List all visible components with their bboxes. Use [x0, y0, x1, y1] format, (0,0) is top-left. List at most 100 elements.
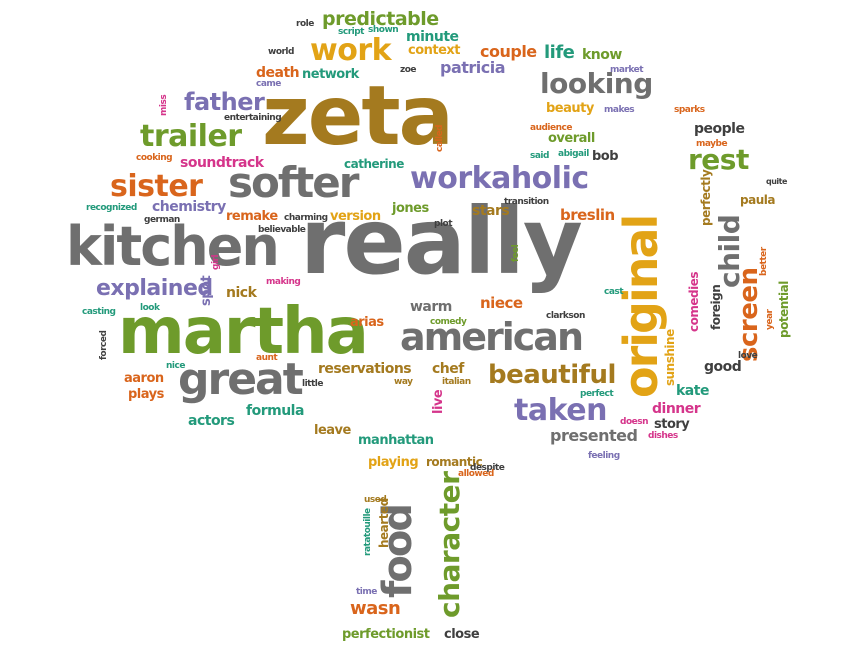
word-market: market — [610, 65, 644, 75]
word-making: making — [266, 277, 301, 287]
word-overall: overall — [548, 131, 595, 146]
word-zoe: zoe — [400, 65, 417, 75]
word-sparks: sparks — [674, 105, 705, 115]
word-patricia: patricia — [440, 58, 506, 77]
word-know: know — [582, 47, 622, 63]
word-german: german — [144, 215, 180, 225]
word-shown: shown — [368, 25, 399, 35]
word-live: live — [431, 389, 446, 414]
word-chef: chef — [432, 361, 464, 377]
word-time: time — [356, 587, 377, 597]
word-beauty: beauty — [546, 101, 594, 116]
word-wasn: wasn — [350, 598, 401, 619]
word-nice: nice — [166, 361, 185, 371]
word-paula: paula — [740, 193, 775, 207]
word-believable: believable — [258, 225, 306, 235]
word-couple: couple — [480, 42, 537, 61]
word-character: character — [433, 471, 466, 618]
word-network: network — [302, 67, 359, 82]
word-leave: leave — [314, 423, 351, 438]
word-despite: despite — [470, 463, 505, 473]
word-sister: sister — [110, 169, 203, 204]
word-foreign: foreign — [709, 284, 723, 330]
word-plot: plot — [434, 219, 453, 229]
word-life: life — [544, 42, 575, 63]
word-look: look — [140, 303, 160, 313]
word-niece: niece — [480, 294, 523, 312]
word-catherine: catherine — [344, 157, 404, 171]
word-original: original — [614, 215, 668, 398]
word-formula: formula — [246, 403, 304, 419]
word-charming: charming — [284, 213, 328, 223]
word-chemistry: chemistry — [152, 199, 226, 215]
word-way: way — [394, 377, 413, 387]
word-audience: audience — [530, 123, 572, 133]
word-aunt: aunt — [256, 353, 278, 363]
word-dinner: dinner — [652, 401, 701, 417]
word-reservations: reservations — [318, 361, 412, 377]
word-entertaining: entertaining — [224, 113, 282, 123]
word-forced: forced — [99, 330, 109, 360]
word-people: people — [694, 121, 745, 137]
word-called: called — [435, 124, 445, 152]
word-death: death — [256, 65, 300, 81]
word-feeling: feeling — [588, 451, 620, 461]
word-perfectly: perfectly — [699, 169, 713, 226]
word-makes: makes — [604, 105, 635, 115]
word-kate: kate — [676, 383, 709, 399]
word-version: version — [330, 209, 381, 224]
word-italian: italian — [442, 377, 471, 387]
word-feel: feel — [511, 244, 521, 262]
word-actors: actors — [188, 413, 235, 429]
word-american: american — [400, 315, 584, 359]
word-stars: stars — [472, 203, 510, 219]
word-came: came — [256, 79, 281, 89]
word-aaron: aaron — [124, 371, 164, 386]
word-recognized: recognized — [86, 203, 137, 213]
word-jones: jones — [392, 201, 429, 216]
word-world: world — [268, 47, 294, 57]
word-warm: warm — [410, 299, 452, 315]
word-good: good — [704, 359, 742, 375]
word-plays: plays — [128, 387, 164, 402]
word-year: year — [765, 309, 775, 330]
word-perfect: perfect — [580, 389, 614, 399]
word-explained: explained — [96, 276, 213, 301]
word-spot: spot — [199, 275, 214, 306]
word-romantic: romantic — [426, 455, 483, 469]
word-cooking: cooking — [136, 153, 173, 163]
word-maybe: maybe — [696, 139, 728, 149]
word-looking: looking — [540, 67, 653, 100]
word-potential: potential — [777, 281, 791, 338]
word-clarkson: clarkson — [546, 311, 585, 321]
word-remake: remake — [226, 209, 278, 224]
word-manhattan: manhattan — [358, 433, 434, 448]
word-story: story — [654, 417, 690, 432]
word-predictable: predictable — [322, 8, 439, 30]
word-arias: arias — [350, 315, 384, 330]
word-martha: martha — [118, 295, 369, 369]
word-miss: miss — [159, 94, 169, 116]
word-kitchen: kitchen — [66, 215, 280, 278]
word-presented: presented — [550, 426, 638, 445]
word-taken: taken — [514, 393, 607, 428]
word-comedy: comedy — [430, 317, 467, 327]
word-girl: girl — [211, 254, 221, 270]
word-soundtrack: soundtrack — [180, 155, 264, 171]
word-better: better — [759, 247, 769, 276]
word-rest: rest — [688, 143, 749, 176]
word-workaholic: workaholic — [410, 161, 589, 196]
word-quite: quite — [766, 177, 787, 186]
word-role: role — [296, 19, 314, 29]
word-transition: transition — [504, 197, 549, 207]
word-abigail: abigail — [558, 149, 589, 159]
word-little: little — [302, 379, 323, 389]
word-allowed: allowed — [458, 469, 494, 479]
word-love: love — [738, 351, 758, 361]
word-beautiful: beautiful — [488, 360, 616, 390]
word-said: said — [530, 151, 549, 161]
word-father: father — [184, 88, 265, 116]
word-really: really — [300, 188, 583, 295]
word-script: script — [338, 27, 364, 37]
